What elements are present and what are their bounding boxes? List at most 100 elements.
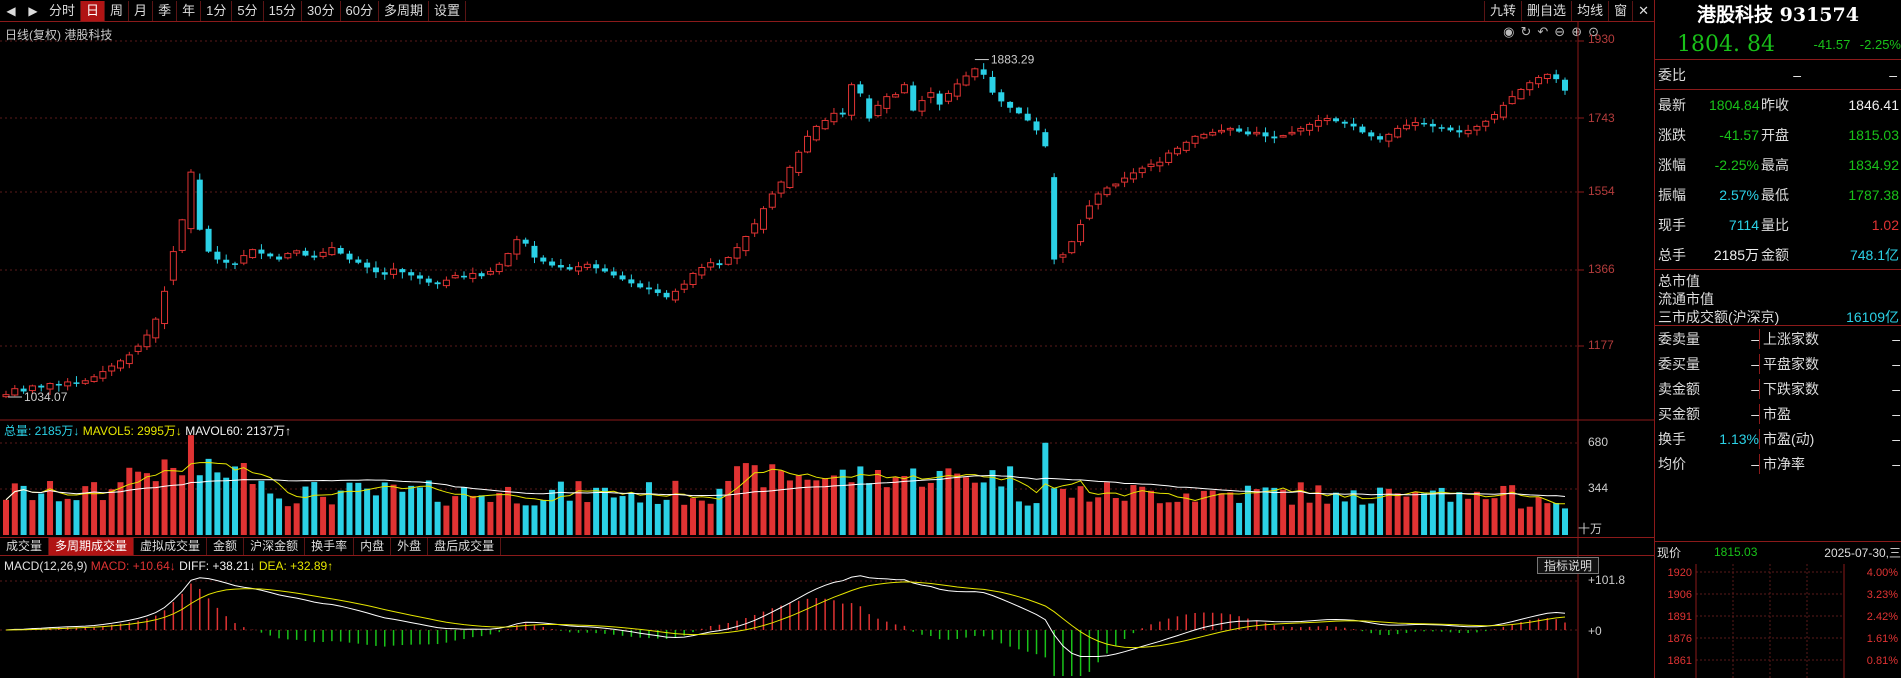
prev-arrow-icon[interactable]: ◀ [6,3,16,18]
volume-bar [161,459,168,535]
volume-bar [549,489,556,535]
volume-subtab[interactable]: 换手率 [305,538,355,555]
period-tab[interactable]: 30分 [302,0,341,21]
chart-area[interactable]: ◀ ▶ 分时日周月季年 1分 5分 15分 30分 60分 多周期 设置 九转 删自选 均线窗 ✕ … [0,0,1654,678]
period-tab[interactable]: 季 [153,0,178,21]
depth-row: 买金额 – 市盈 – [1655,401,1901,426]
volume-bar [971,482,978,535]
candle-body [1226,127,1234,131]
toolbar-right-button[interactable]: 窗 [1608,1,1632,21]
candle-body [1103,187,1111,196]
market-row: 流通市值 [1655,290,1901,308]
quote-row: 总手 2185万 金额 748.1亿 [1655,240,1901,270]
period-tab[interactable]: 设置 [429,0,466,21]
volume-bar [522,505,529,535]
volume-bar [619,496,626,535]
candle-body [214,251,221,260]
depth-value: – [1892,430,1900,447]
period-tab[interactable]: 15分 [264,0,303,21]
candle-body [2,394,10,398]
mini-left-axis-label: 1876 [1668,633,1692,645]
volume-bar [320,496,327,535]
volume-bar [408,485,415,535]
volume-subtab[interactable]: 外盘 [391,538,429,555]
candle-body [910,85,917,111]
zoom-out-icon[interactable]: ⊖ [1554,24,1566,39]
volume-subtab[interactable]: 内盘 [354,538,392,555]
volume-bar [179,475,186,535]
candle-body [936,93,943,105]
volume-bar [1244,485,1251,535]
volume-subtab[interactable]: 沪深金额 [244,538,306,555]
volume-bar [64,498,71,535]
volume-bar [38,493,45,535]
eye-icon[interactable]: ◉ [1503,24,1515,39]
period-tab[interactable]: 5分 [232,0,264,21]
candle-body [874,104,882,117]
volume-legend: 总量: 2185万↓ MAVOL5: 2995万↓ MAVOL60: 2137万… [4,422,291,439]
next-arrow-icon[interactable]: ▶ [28,3,38,18]
candle-body [733,247,741,259]
period-tab[interactable]: 周 [105,0,130,21]
depth-value: – [1892,455,1900,472]
volume-bar [1421,493,1428,535]
refresh-icon[interactable]: ↻ [1520,24,1532,39]
depth-label: 市盈 [1763,405,1791,422]
candle-body [927,92,935,98]
candle-body [434,282,441,285]
period-tab[interactable]: 多周期 [379,0,429,21]
volume-subtab[interactable]: 金额 [207,538,245,555]
toolbar-right-button[interactable]: ✕ [1632,1,1654,21]
up-arrow-icon[interactable]: ⊙ [1588,24,1599,39]
depth-row: 卖金额 – 下跌家数 – [1655,376,1901,401]
candle-body [143,334,151,348]
volume-bar [284,506,291,535]
indicator-help-button[interactable]: 指标说明 [1537,557,1600,574]
volume-bar [1306,502,1313,535]
candle-body [1473,125,1481,131]
candle-body [900,84,908,94]
zoom-in-icon[interactable]: ⊕ [1571,24,1583,39]
volume-bar [55,501,62,535]
candle-body [311,255,318,258]
volume-bar [874,469,881,535]
candle-body [848,84,856,116]
candle-body [1288,131,1296,135]
volume-bar [126,467,133,535]
quote-value: 748.1亿 [1849,246,1899,263]
volume-bar [540,500,547,535]
period-tab[interactable]: 分时 [44,0,82,21]
quote-value: 1834.92 [1848,157,1899,173]
period-tab[interactable]: 年 [177,0,202,21]
period-tab[interactable]: 月 [129,0,154,21]
volume-bar [1262,487,1269,535]
candle-body [1411,121,1419,127]
toolbar-right-button[interactable]: 均线 [1571,1,1608,21]
candle-body [1138,167,1146,174]
candle-body [205,228,212,252]
period-tab[interactable]: 1分 [201,0,233,21]
candle-body [169,251,177,281]
undo-icon[interactable]: ↶ [1537,24,1549,39]
toolbar-right-button[interactable]: 删自选 [1521,1,1571,21]
candle-body [522,239,529,244]
volume-bar [108,489,115,535]
weibi-value: – [1793,66,1801,83]
volume-bar [1156,503,1163,535]
candle-body [1094,193,1102,205]
volume-subtab[interactable]: 多周期成交量 [49,538,135,555]
toolbar-right-button[interactable]: 九转 [1484,1,1521,21]
quote-value: 1804.84 [1709,97,1760,113]
candle-body [812,125,820,141]
volume-subtab[interactable]: 盘后成交量 [428,538,502,555]
candle-body [28,385,36,392]
depth-value: – [1751,380,1759,397]
candle-body [1517,88,1525,100]
period-tab[interactable]: 日 [81,0,106,21]
volume-subtab[interactable]: 成交量 [0,538,50,555]
quote-value: -2.25% [1714,157,1759,173]
volume-subtab[interactable]: 虚拟成交量 [134,538,208,555]
volume-bar [223,477,230,535]
candle-body [20,388,27,392]
period-tab[interactable]: 60分 [341,0,379,21]
